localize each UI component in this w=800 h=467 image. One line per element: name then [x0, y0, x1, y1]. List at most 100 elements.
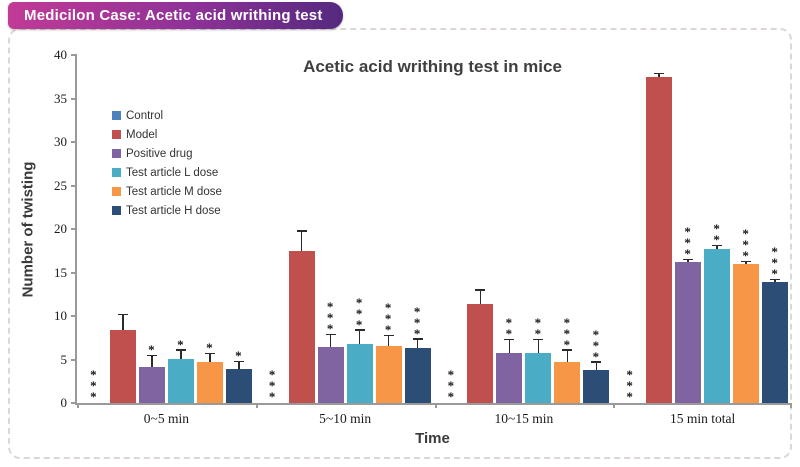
significance-label: *** — [559, 314, 575, 348]
significance-label: *** — [409, 303, 425, 337]
error-bar-cap — [325, 333, 336, 336]
header-banner: Medicilon Case: Acetic acid writhing tes… — [8, 2, 343, 29]
error-bar-cap — [504, 338, 515, 341]
error-bar-stem — [508, 340, 511, 353]
error-bar-cap — [741, 260, 752, 263]
y-axis-label: Number of twisting — [19, 161, 37, 298]
significance-label: * — [143, 342, 159, 354]
bar — [733, 263, 760, 403]
error-bar-stem — [180, 350, 182, 359]
error-bar-stem — [716, 246, 718, 250]
error-bar-cap — [175, 349, 186, 351]
legend-marker-icon — [112, 206, 121, 215]
x-tick-mark — [77, 403, 79, 408]
legend-item: Positive drug — [112, 144, 222, 163]
y-tick-mark — [71, 141, 77, 143]
y-tick-label: 10 — [54, 308, 67, 323]
significance-label: * — [230, 348, 246, 360]
legend-label: Test article L dose — [126, 166, 219, 179]
error-bar-cap — [533, 338, 544, 341]
significance-label: *** — [588, 326, 604, 360]
bar — [467, 303, 494, 403]
x-tick-mark — [790, 403, 792, 408]
bar — [109, 329, 136, 403]
y-tick-label: 20 — [54, 221, 67, 236]
legend-label: Model — [126, 128, 158, 141]
x-category-label: 0~5 min — [143, 411, 189, 426]
error-bar-cap — [233, 360, 244, 363]
x-tick-mark — [255, 403, 258, 408]
bar — [525, 353, 552, 403]
significance-label: *** — [738, 226, 754, 260]
error-bar-stem — [416, 339, 419, 349]
error-bar-stem — [387, 336, 390, 347]
error-bar-cap — [475, 289, 486, 291]
error-bar-cap — [683, 258, 694, 261]
error-bar-cap — [117, 313, 128, 316]
content-frame — [8, 28, 792, 459]
y-tick-label: 35 — [54, 90, 67, 106]
error-bar-stem — [358, 330, 361, 344]
error-bar-cap — [204, 352, 215, 355]
bar — [704, 249, 731, 403]
error-bar-stem — [329, 335, 332, 348]
y-tick-label: 0 — [60, 395, 68, 410]
error-bar-stem — [687, 260, 689, 263]
significance-label: *** — [380, 300, 396, 334]
error-bar-stem — [238, 362, 240, 370]
significance-label: *** — [443, 367, 459, 400]
error-bar-cap — [354, 329, 365, 331]
x-tick-mark — [434, 403, 437, 408]
significance-label: *** — [680, 224, 696, 258]
bar — [496, 352, 523, 403]
y-tick-label: 30 — [54, 134, 67, 149]
x-tick-mark — [613, 403, 616, 408]
significance-label: *** — [622, 367, 638, 400]
legend-marker-icon — [112, 111, 121, 120]
error-bar-cap — [383, 334, 394, 337]
bar — [646, 76, 673, 403]
chart-title: Acetic acid writhing test in mice — [303, 57, 562, 76]
bar — [583, 369, 610, 403]
legend: Control Model Positive drug Test article L … — [112, 106, 222, 220]
significance-label: ** — [530, 315, 546, 338]
y-tick-mark — [71, 402, 77, 404]
legend-marker-icon — [112, 130, 121, 139]
bar — [196, 362, 223, 403]
significance-label: *** — [85, 367, 101, 400]
error-bar-stem — [595, 363, 598, 370]
legend-item: Test article M dose — [112, 182, 222, 201]
significance-label: *** — [322, 299, 338, 333]
error-bar-cap — [146, 354, 157, 357]
y-tick-mark — [71, 184, 77, 187]
x-axis-label: Time — [415, 430, 450, 447]
error-bar-stem — [300, 231, 303, 251]
y-tick-mark — [71, 54, 77, 56]
bar — [346, 343, 373, 403]
y-tick-label: 25 — [54, 177, 67, 193]
error-bar-cap — [770, 278, 781, 281]
significance-label: ** — [709, 221, 725, 244]
x-category-label: 15 min total — [670, 411, 736, 426]
y-tick-label: 40 — [54, 47, 67, 62]
bar — [225, 369, 252, 403]
bar — [554, 362, 581, 403]
bar — [404, 348, 431, 403]
significance-label: ** — [501, 315, 517, 338]
bar — [762, 282, 789, 403]
error-bar-cap — [562, 349, 573, 351]
legend-item: Control — [112, 106, 222, 125]
error-bar-stem — [479, 290, 482, 304]
error-bar-cap — [591, 361, 602, 363]
error-bar-stem — [122, 315, 124, 330]
legend-label: Test article M dose — [126, 185, 222, 198]
legend-marker-icon — [112, 168, 121, 177]
y-tick-mark — [71, 358, 77, 361]
y-tick-mark — [71, 315, 77, 317]
error-bar-stem — [151, 356, 153, 368]
error-bar-cap — [654, 72, 665, 75]
error-bar-cap — [296, 230, 307, 232]
y-tick-mark — [71, 228, 77, 230]
header-title: Medicilon Case: Acetic acid writhing tes… — [24, 7, 323, 24]
plot-area: 0 5 10 15 20 25 30 35 40 0~5 min 5~10 min 10~15 min… — [54, 47, 792, 426]
